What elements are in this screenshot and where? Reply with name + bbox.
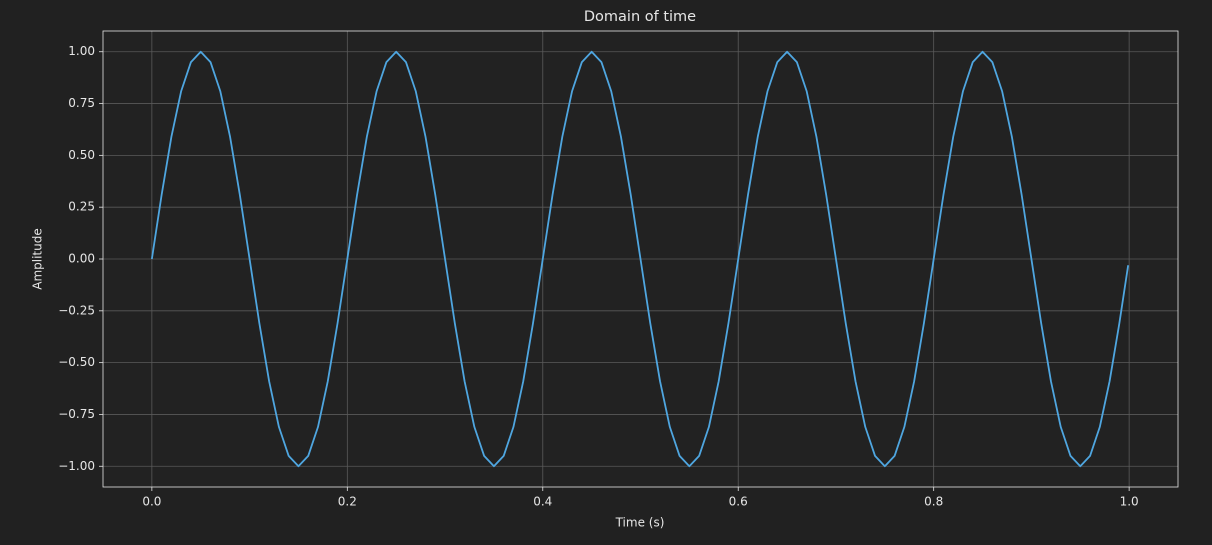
x-tick-label: 0.8 (924, 495, 943, 509)
line-series (150, 50, 1130, 468)
axes-frame (102, 30, 1179, 488)
y-tick-label: 0.75 (68, 96, 95, 110)
y-tick-label: 0.25 (68, 200, 95, 214)
x-axis-label: Time (s) (615, 516, 665, 530)
y-tick-label: 0.00 (68, 252, 95, 266)
y-tick-label: 0.50 (68, 148, 95, 162)
y-axis-label: Amplitude (31, 228, 45, 290)
x-tick-label: 0.4 (533, 495, 552, 509)
y-tick-label: −0.75 (58, 407, 95, 421)
x-tick-label: 0.6 (729, 495, 748, 509)
x-tick-label: 1.0 (1120, 495, 1139, 509)
y-tick-label: −0.25 (58, 303, 95, 317)
x-tick-label: 0.0 (142, 495, 161, 509)
chart-title: Domain of time (584, 9, 696, 25)
y-tick-label: −1.00 (58, 459, 95, 473)
y-tick-label: 1.00 (68, 44, 95, 58)
y-tick-label: −0.50 (58, 355, 95, 369)
x-tick-label: 0.2 (338, 495, 357, 509)
